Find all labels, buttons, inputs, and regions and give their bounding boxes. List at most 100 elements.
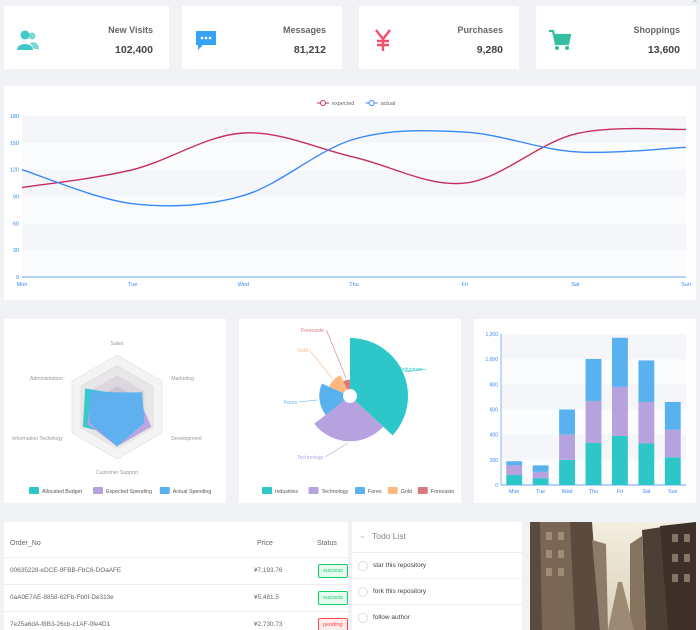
legend-label: Forex — [368, 489, 382, 495]
todo-checkbox[interactable] — [358, 613, 368, 623]
order-number: 0aA0E7AE-8858-62Fb-Fb0f-De313e — [10, 594, 114, 601]
stat-card-messages[interactable]: Messages 81,212 — [182, 6, 342, 69]
bar-segment-pageB — [532, 471, 549, 479]
bar-segment-pageC — [664, 401, 681, 430]
table-header-order: Order_No — [10, 540, 41, 547]
todo-item[interactable]: star this repository — [352, 552, 522, 578]
city-street-image — [530, 522, 696, 630]
pie-chart-panel: Industries Technology Forex Gold Forecasts In… — [239, 319, 461, 503]
bar-segment-pageC — [532, 465, 549, 472]
todo-item[interactable]: fork this repository — [352, 578, 522, 604]
bar-segment-pageA — [559, 459, 575, 485]
bar-segment-pageB — [612, 386, 628, 436]
bar-segment-pageB — [638, 401, 655, 444]
grid-band — [22, 223, 686, 251]
close-icon[interactable]: × — [692, 0, 698, 7]
order-price: ¥5,481.5 — [254, 594, 279, 601]
stat-label: Shoppings — [633, 25, 681, 35]
y-tick-label: 30 — [13, 248, 19, 254]
stat-label: Purchases — [457, 25, 503, 35]
pie-label-line — [298, 399, 318, 403]
legend-label: actual — [381, 101, 396, 107]
stat-value: 9,280 — [476, 44, 503, 56]
radar-axis-label: Administration — [30, 376, 63, 382]
pie-label: Industries — [400, 367, 423, 373]
transaction-table: Order_No Price Status 00635228-eDCE-9FBB… — [4, 522, 348, 630]
todo-checkbox[interactable] — [358, 587, 368, 597]
y-tick-label: 600 — [490, 408, 499, 414]
stat-label: New Visits — [108, 25, 153, 35]
legend-label: Industries — [275, 489, 298, 495]
legend-swatch — [308, 487, 319, 494]
pie-label: Gold — [297, 348, 308, 354]
pie-label-line — [324, 442, 349, 458]
radar-axis-label: Development — [171, 436, 202, 442]
x-tick-label: Fri — [617, 489, 623, 495]
bar-segment-pageA — [612, 435, 628, 485]
x-tick-label: Mon — [509, 489, 519, 495]
x-tick-label: Tue — [128, 282, 137, 288]
bar-segment-pageC — [559, 409, 575, 435]
y-tick-label: 60 — [13, 221, 19, 227]
grid-band — [501, 334, 686, 360]
radar-series-area — [89, 391, 145, 447]
order-number: 7e25a6dA-f8B3-26cb-c1AF-0fe4D1 — [10, 621, 111, 628]
status-badge: success — [318, 564, 348, 578]
bar-segment-pageA — [638, 443, 655, 485]
y-tick-label: 90 — [13, 195, 19, 201]
pie-slice-gold — [329, 375, 348, 394]
grid-band — [22, 116, 686, 143]
pie-chart: Industries Technology Forex Gold Forecasts In… — [262, 328, 454, 495]
stat-value: 81,212 — [293, 44, 326, 56]
status-badge: pending — [318, 618, 348, 630]
stat-card-new-visits[interactable]: New Visits 102,400 — [4, 6, 169, 69]
stat-value: 102,400 — [115, 44, 153, 56]
x-tick-label: Wed — [562, 489, 573, 495]
bar-segment-pageC — [506, 461, 523, 465]
radar-axis-label: Marketing — [171, 376, 194, 382]
bar-segment-pageA — [585, 442, 602, 485]
bar-segment-pageB — [559, 434, 575, 460]
pie-slice-forex — [319, 383, 345, 415]
todo-title: Todo List — [372, 531, 407, 541]
legend-swatch — [159, 487, 170, 494]
x-tick-label: Fri — [461, 282, 467, 288]
x-tick-label: Thu — [349, 282, 358, 288]
status-badge: success — [318, 591, 348, 605]
table-row[interactable]: 00635228-eDCE-9FBB-FbC6-DOaAFE ¥7,193.76… — [4, 557, 348, 584]
bar-segment-pageB — [506, 464, 523, 476]
table-row[interactable]: 7e25a6dA-f8B3-26cb-c1AF-0fe4D1 ¥2,730.73… — [4, 611, 348, 630]
series-line-actual — [21, 129, 687, 207]
message-icon — [196, 31, 216, 50]
grid-band — [22, 142, 686, 170]
order-number: 00635228-eDCE-9FBB-FbC6-DOaAFE — [10, 567, 122, 574]
pie-label-line — [309, 349, 333, 379]
legend-swatch — [262, 487, 272, 494]
bar-segment-pageC — [612, 337, 628, 387]
stat-card-purchases[interactable]: Purchases 9,280 — [359, 6, 519, 69]
stat-card-shoppings[interactable]: Shoppings 13,600 — [536, 6, 696, 69]
y-tick-label: 800 — [490, 382, 499, 388]
series-line-expected — [21, 127, 687, 189]
bar-chart-panel: 0 200 400 600 800 1,000 1,200 Mon Tue Wed Thu Fri Sa… — [474, 319, 696, 503]
todo-checkbox[interactable] — [358, 561, 368, 571]
line-chart: 0 30 60 90 120 150 180 Mon Tue Wed Thu Fri Sat Sun exp… — [10, 100, 691, 288]
todo-item[interactable]: follow author — [352, 604, 522, 630]
bar-segment-pageB — [585, 400, 602, 443]
y-tick-label: 1,200 — [485, 332, 498, 338]
pie-label-line — [404, 368, 428, 373]
bar-segment-pageC — [585, 358, 602, 401]
y-tick-label: 0 — [16, 275, 19, 281]
order-price: ¥7,193.76 — [254, 567, 283, 574]
table-header-price: Price — [257, 540, 273, 547]
stat-label: Messages — [282, 25, 326, 35]
y-tick-label: 180 — [10, 114, 19, 120]
city-photo-card — [530, 522, 696, 630]
legend-label: Expected Spending — [106, 489, 152, 495]
stat-value: 13,600 — [647, 44, 680, 56]
chevron-down-icon[interactable]: ⌄ — [359, 531, 366, 540]
order-price: ¥2,730.73 — [254, 621, 283, 628]
bar-segment-pageA — [532, 478, 549, 485]
table-row[interactable]: 0aA0E7AE-8858-62Fb-Fb0f-De313e ¥5,481.5 … — [4, 584, 348, 611]
y-tick-label: 150 — [10, 141, 19, 147]
